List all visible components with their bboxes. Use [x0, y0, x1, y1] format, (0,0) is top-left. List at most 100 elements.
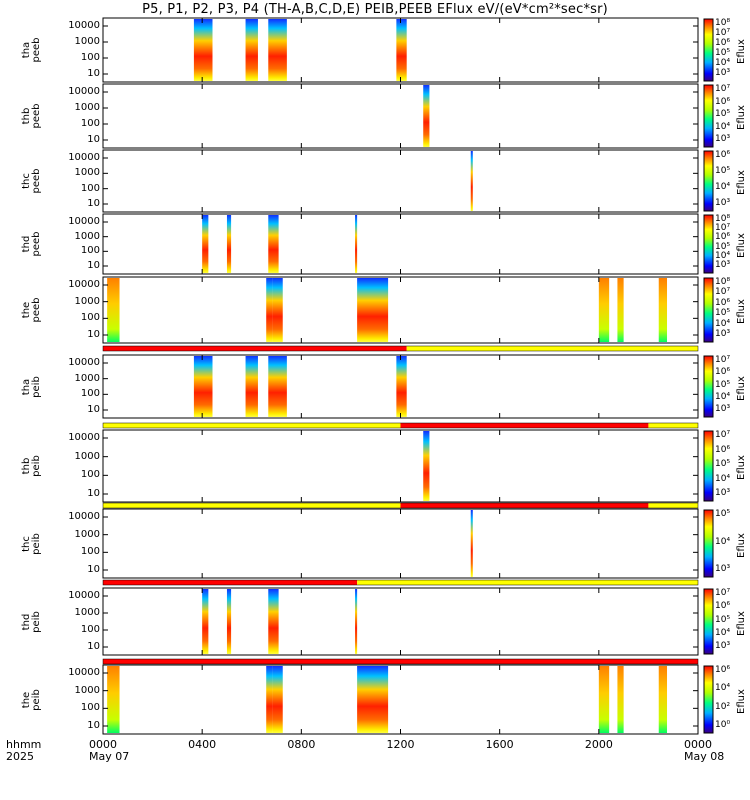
status-bar-segment [648, 423, 698, 428]
panel-ylabel-line: peeb [31, 37, 42, 63]
x-tick-label: 0400 [188, 738, 217, 751]
colorbar-tick-label: 10⁶ [715, 150, 731, 160]
spectrogram-interval [193, 356, 213, 417]
x-tick-label: 0000 [684, 738, 712, 751]
colorbar-tick-label: 10⁴ [715, 627, 731, 638]
colorbar [703, 18, 714, 82]
y-tick-label: 10000 [68, 357, 100, 368]
spectrogram-interval [598, 278, 610, 342]
colorbar-tick-label: 10³ [715, 260, 731, 270]
colorbar-tick-label: 10⁶ [715, 96, 731, 107]
colorbar [703, 355, 714, 418]
y-tick-label: 1000 [74, 528, 100, 540]
colorbar [703, 150, 714, 212]
colorbar-tick-label: 10⁶ [715, 601, 731, 612]
y-tick-label: 10 [87, 564, 100, 575]
x-tick-label: 1200 [386, 738, 415, 751]
y-tick-label: 1000 [74, 684, 100, 696]
y-tick-label: 10000 [68, 279, 100, 290]
y-tick-label: 100 [80, 702, 100, 714]
status-bar-frame [102, 502, 699, 509]
y-tick-label: 1000 [74, 450, 100, 462]
colorbar-tick-label: 10⁸ [715, 277, 731, 287]
panel-ylabel-line: peeb [31, 297, 42, 323]
colorbar-tick-label: 10⁵ [715, 308, 731, 319]
y-tick-label: 10000 [68, 590, 100, 601]
panel-ylabel: tha peeb [21, 32, 42, 68]
spectrogram-interval [355, 589, 358, 654]
y-tick-label: 100 [80, 388, 100, 400]
x-tick-label: 0800 [287, 738, 316, 751]
colorbar-tick-label: 10⁶ [715, 444, 731, 455]
colorbar-tick-label: 10⁵ [715, 166, 731, 176]
colorbar [703, 509, 714, 578]
colorbar-tick-label: 10⁴ [715, 683, 731, 694]
panel-frame [102, 83, 699, 149]
status-bar-segment [406, 346, 698, 351]
colorbar [703, 277, 714, 343]
status-bar-frame [102, 345, 699, 352]
colorbar-tick-label: 10⁵ [715, 614, 731, 625]
y-tick-label: 100 [80, 469, 100, 481]
spectrogram-interval [357, 278, 389, 342]
status-bar-segment [103, 346, 407, 351]
panel-ylabel: thd peib [21, 604, 42, 640]
x-tick-label: 1600 [485, 738, 514, 751]
y-tick-label: 10 [87, 68, 100, 79]
spectrogram-interval [107, 666, 120, 733]
spectrogram-interval [266, 278, 273, 342]
spectrogram-interval [266, 666, 273, 733]
y-tick-label: 10 [87, 329, 100, 340]
colorbar-tick-label: 10³ [715, 198, 731, 208]
status-bar-segment [357, 580, 698, 585]
colorbar-tick-label: 10⁵ [715, 48, 731, 58]
panel-ylabel: tha peib [21, 369, 42, 405]
colorbar-tick-label: 10³ [715, 134, 731, 144]
spectrogram-interval [202, 589, 209, 654]
spectrogram-interval [202, 215, 209, 273]
colorbar [703, 665, 714, 734]
spectrogram-interval [226, 215, 232, 273]
panel-ylabel-line: peeb [31, 103, 42, 129]
x-date-label: May 08 [684, 750, 725, 763]
colorbar [703, 430, 714, 502]
panel-ylabel-line: peib [31, 455, 42, 477]
colorbar-tick-label: 10⁵ [715, 509, 731, 519]
colorbar-tick-label: 10⁶ [715, 232, 731, 243]
y-tick-label: 100 [80, 245, 100, 257]
colorbar-tick-label: 10⁷ [715, 28, 731, 38]
status-bar-segment [103, 503, 401, 508]
x-tick-label: 2000 [584, 738, 613, 751]
y-tick-label: 10 [87, 488, 100, 499]
y-tick-label: 10 [87, 720, 100, 731]
colorbar-tick-label: 10⁴ [715, 391, 731, 402]
panel-ylabel-line: peeb [31, 231, 42, 257]
colorbar-tick-label: 10⁷ [715, 430, 731, 440]
status-bar-segment [103, 659, 698, 664]
panel-ylabel-line: peib [31, 688, 42, 711]
colorbar [703, 214, 714, 274]
y-tick-label: 1000 [74, 295, 100, 307]
spectrogram-interval [245, 19, 258, 81]
colorbar-tick-label: 10⁵ [715, 379, 731, 390]
status-bar-segment [103, 580, 358, 585]
y-tick-label: 10 [87, 260, 100, 271]
colorbar [703, 588, 714, 655]
colorbar-tick-label: 10⁷ [715, 287, 731, 298]
y-tick-label: 10 [87, 404, 100, 415]
y-tick-label: 10000 [68, 216, 100, 227]
colorbar-title: Eflux [736, 455, 747, 480]
spectrogram-interval [598, 666, 610, 733]
y-tick-label: 10000 [68, 432, 100, 443]
colorbar-tick-label: 10⁴ [715, 318, 731, 329]
colorbar-tick-label: 10⁷ [715, 84, 731, 94]
colorbar-tick-label: 10⁷ [715, 355, 731, 365]
y-tick-label: 100 [80, 624, 100, 635]
spectrogram-interval [193, 19, 213, 81]
colorbar [703, 84, 714, 148]
panel-ylabel-line: peib [31, 375, 42, 398]
spectrogram-interval [396, 19, 407, 81]
y-tick-label: 10 [87, 198, 100, 209]
colorbar-tick-label: 10⁶ [715, 38, 731, 48]
